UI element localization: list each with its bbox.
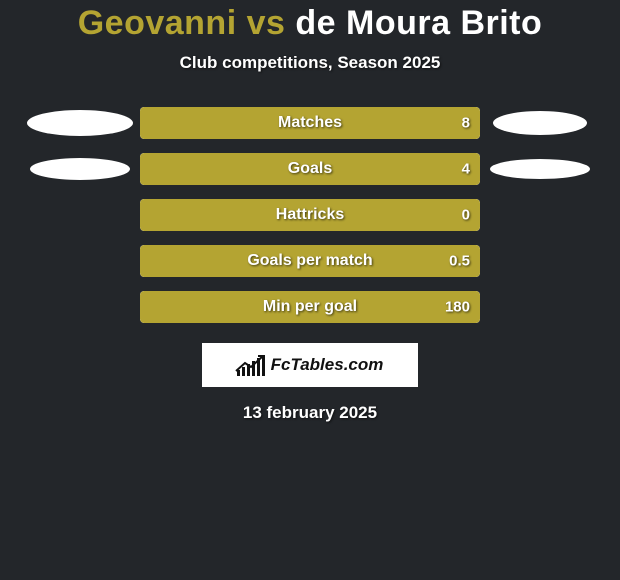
right-badge-slot	[480, 111, 600, 135]
stat-row: Hattricks 0	[0, 199, 620, 231]
stat-row: Matches 8	[0, 107, 620, 139]
player2-name: de Moura Brito	[295, 4, 542, 42]
player1-badge-icon	[27, 110, 133, 136]
stat-bar-label: Matches	[278, 114, 342, 132]
player1-name: Geovanni	[78, 4, 237, 42]
left-badge-slot	[20, 110, 140, 136]
stat-bar: Matches 8	[140, 107, 480, 139]
fctables-logo[interactable]: FcTables.com	[202, 343, 418, 387]
stat-bar-value: 8	[462, 115, 470, 132]
stat-bar-value: 0.5	[449, 253, 470, 270]
stat-bar-value: 180	[445, 299, 470, 316]
stat-bar: Goals per match 0.5	[140, 245, 480, 277]
player1-badge-icon	[30, 158, 130, 180]
stat-row: Goals per match 0.5	[0, 245, 620, 277]
logo-chart-icon	[237, 354, 265, 376]
comparison-infographic: Geovanni vs de Moura Brito Club competit…	[0, 0, 620, 580]
stat-bar-label: Hattricks	[276, 206, 344, 224]
stat-bar-label: Min per goal	[263, 298, 357, 316]
vs-text: vs	[237, 4, 296, 42]
player2-badge-icon	[493, 111, 587, 135]
stat-bar-label: Goals	[288, 160, 332, 178]
stat-bar: Goals 4	[140, 153, 480, 185]
date-text: 13 february 2025	[0, 403, 620, 423]
stat-bar: Hattricks 0	[140, 199, 480, 231]
logo-arrow-icon	[235, 354, 265, 372]
left-badge-slot	[20, 158, 140, 180]
page-title: Geovanni vs de Moura Brito	[0, 4, 620, 43]
stat-bar: Min per goal 180	[140, 291, 480, 323]
subtitle: Club competitions, Season 2025	[0, 53, 620, 73]
stat-bar-value: 0	[462, 207, 470, 224]
stat-row: Goals 4	[0, 153, 620, 185]
stat-bar-label: Goals per match	[247, 252, 372, 270]
player2-badge-icon	[490, 159, 590, 179]
logo-text: FcTables.com	[271, 355, 384, 375]
right-badge-slot	[480, 159, 600, 179]
stat-bar-value: 4	[462, 161, 470, 178]
stats-rows: Matches 8 Goals 4 Hattricks 0 Goals per match 0…	[0, 107, 620, 323]
stat-row: Min per goal 180	[0, 291, 620, 323]
